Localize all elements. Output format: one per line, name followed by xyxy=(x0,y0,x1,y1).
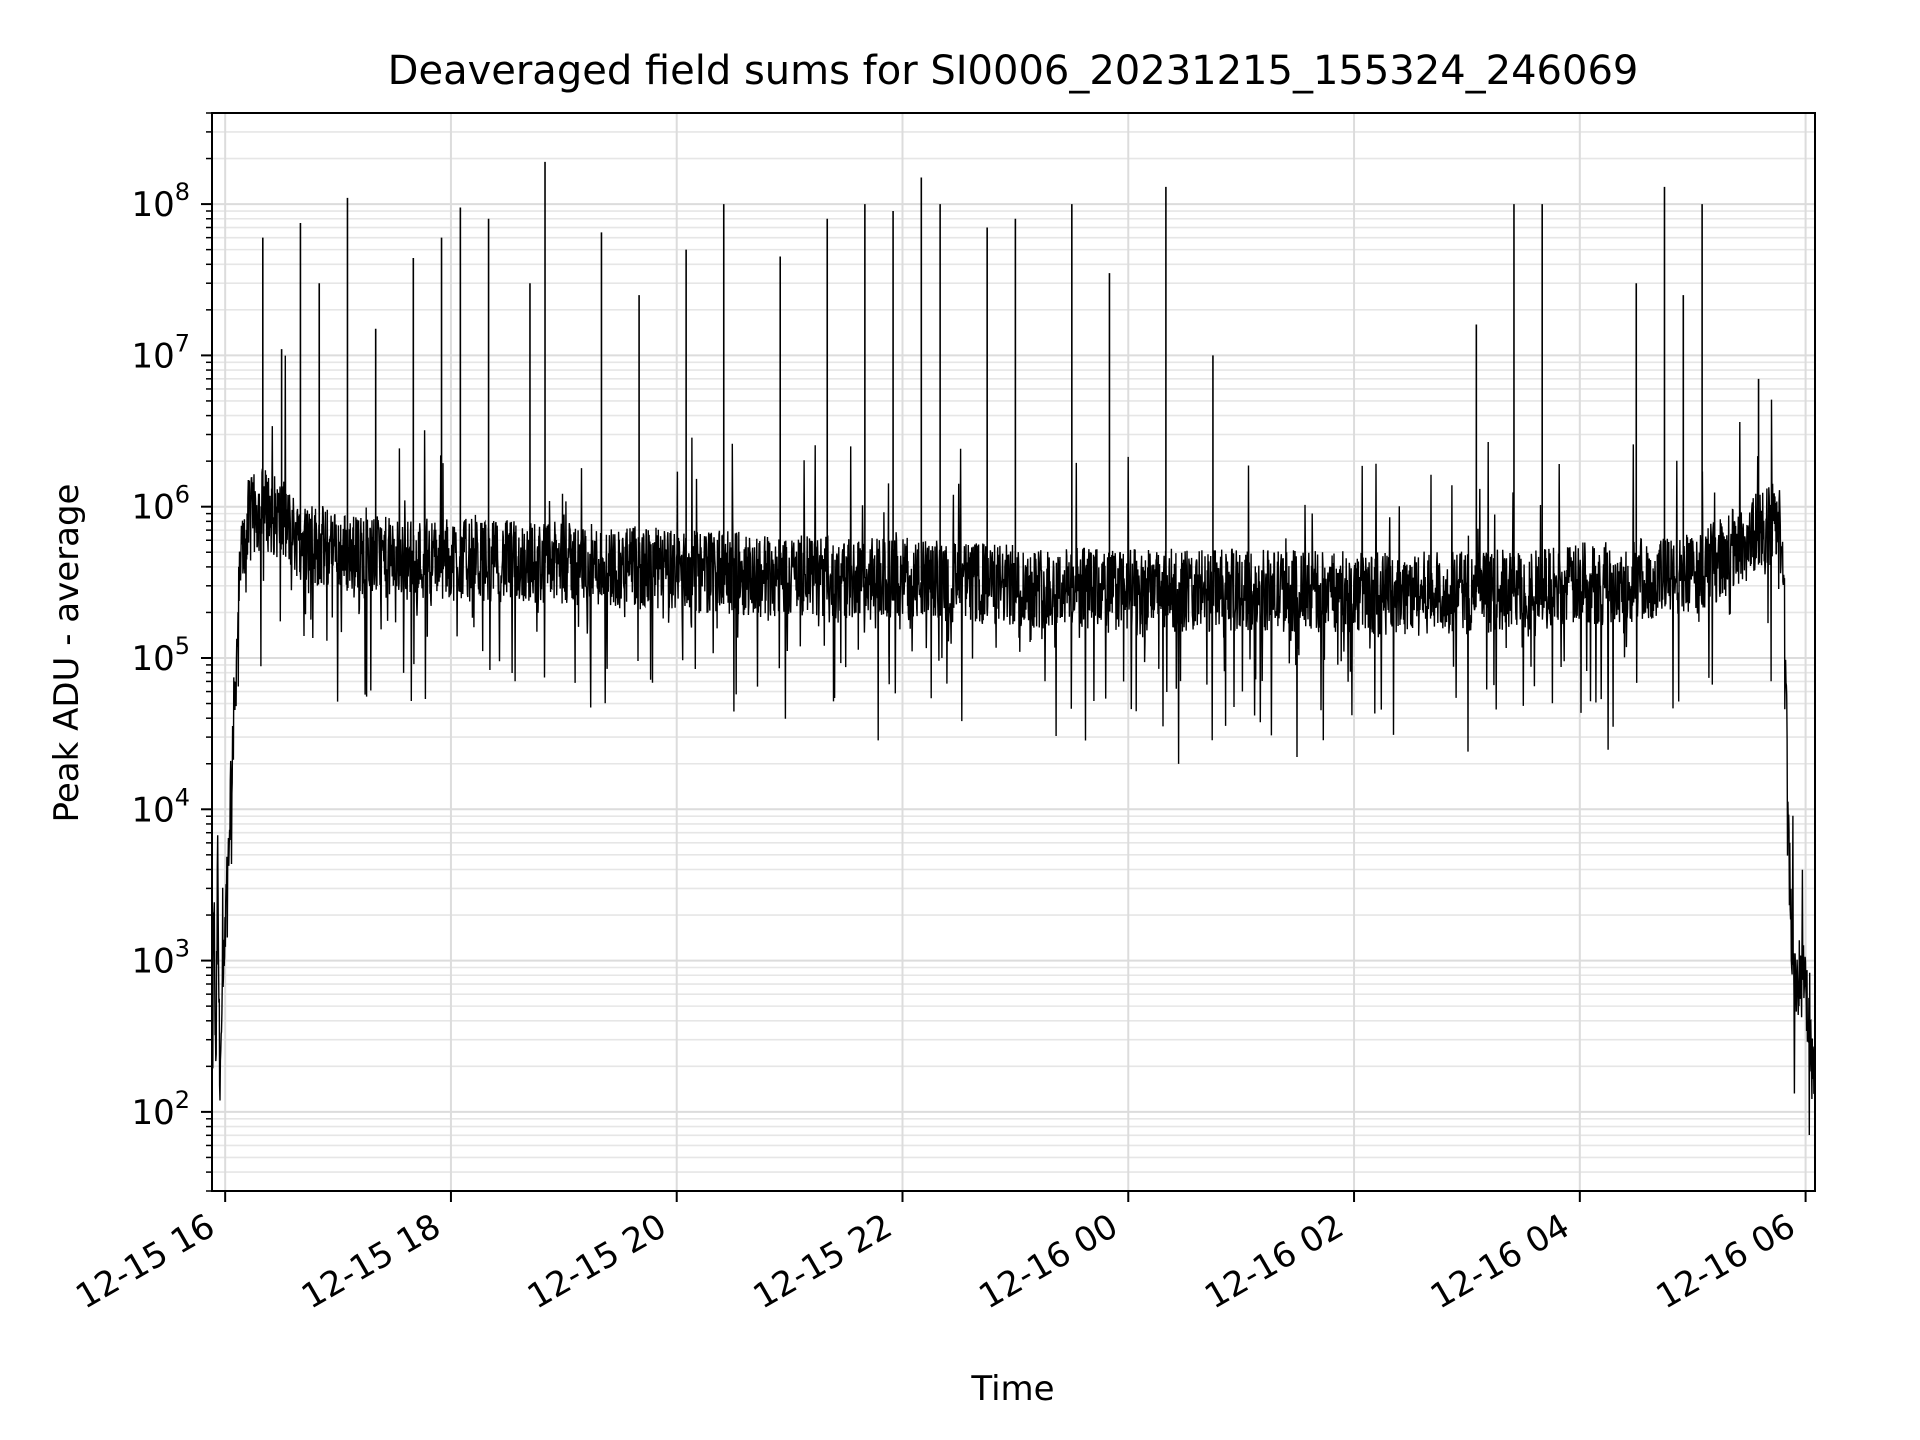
y-tick-label-base: 10 xyxy=(131,942,174,982)
y-tick-label: 105 xyxy=(131,632,190,679)
y-tick-label-exponent: 7 xyxy=(175,329,190,357)
y-tick-label: 108 xyxy=(131,178,190,225)
y-tick-label-exponent: 5 xyxy=(175,632,190,660)
y-tick-label-base: 10 xyxy=(131,185,174,225)
y-tick-label-base: 10 xyxy=(131,639,174,679)
y-tick-label-base: 10 xyxy=(131,336,174,376)
y-tick-label: 107 xyxy=(131,329,190,376)
y-tick-label-base: 10 xyxy=(131,790,174,830)
plot-frame xyxy=(211,112,1816,1192)
y-tick-label: 102 xyxy=(131,1086,190,1133)
y-tick-label-base: 10 xyxy=(131,488,174,528)
y-tick-label-exponent: 8 xyxy=(175,178,190,206)
series-line xyxy=(211,161,1816,1136)
y-tick-label: 106 xyxy=(131,481,190,528)
x-axis-label: Time xyxy=(970,1369,1054,1409)
y-tick-label-exponent: 2 xyxy=(175,1086,190,1114)
y-axis-label: Peak ADU - average xyxy=(47,484,87,823)
series-trace xyxy=(211,355,1816,1136)
grid-lines xyxy=(212,112,1815,1192)
chart-title: Deaveraged field sums for SI0006_2023121… xyxy=(388,48,1639,94)
y-tick-label: 104 xyxy=(131,783,190,830)
y-tick-label-exponent: 6 xyxy=(175,481,190,509)
y-tick-label-exponent: 3 xyxy=(175,935,190,963)
y-tick-label-exponent: 4 xyxy=(175,783,190,811)
y-tick-label-base: 10 xyxy=(131,1093,174,1133)
y-tick-label: 103 xyxy=(131,935,190,982)
